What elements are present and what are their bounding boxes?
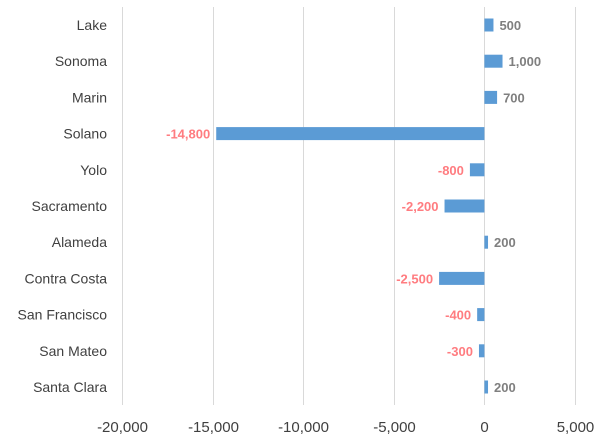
bar (484, 54, 503, 68)
category-label: San Mateo (39, 343, 107, 359)
bar (444, 199, 485, 213)
category-label: San Francisco (18, 307, 108, 323)
bar (478, 344, 485, 358)
category-label: Marin (72, 89, 107, 105)
category-label: Yolo (80, 162, 107, 178)
bar (484, 18, 494, 32)
bar (484, 380, 489, 394)
bar (484, 235, 489, 249)
bar (439, 271, 485, 285)
category-labels: Lake Sonoma Marin Solano Yolo Sacramento Alame… (18, 17, 108, 395)
category-label: Santa Clara (33, 379, 107, 395)
data-label: 200 (494, 380, 516, 395)
data-labels: 500 1,000 700 -14,800 -800 -2,200 200 -2,500 -40… (166, 18, 541, 395)
category-label: Sacramento (32, 198, 108, 214)
x-tick-label: -20,000 (97, 419, 148, 436)
data-label: -300 (447, 344, 473, 359)
x-tick-label: -10,000 (278, 419, 329, 436)
bar (477, 308, 485, 322)
category-label: Contra Costa (25, 270, 108, 286)
data-label: 200 (494, 235, 516, 250)
category-label: Lake (77, 17, 108, 33)
x-tick-label: 0 (480, 419, 488, 436)
data-label: 500 (499, 18, 521, 33)
x-tick-label: 5,000 (557, 419, 595, 436)
x-tick-label: -5,000 (373, 419, 416, 436)
x-tick-label: -15,000 (188, 419, 239, 436)
data-label: -400 (445, 308, 471, 323)
category-label: Alameda (52, 234, 107, 250)
data-label: -2,500 (396, 271, 433, 286)
data-label: -2,200 (402, 199, 439, 214)
bars (216, 18, 503, 394)
data-label: -14,800 (166, 127, 210, 142)
bar (484, 90, 498, 104)
bar (216, 127, 485, 141)
bar (469, 163, 485, 177)
data-label: -800 (438, 163, 464, 178)
data-label: 700 (503, 90, 525, 105)
category-label: Solano (63, 126, 107, 142)
data-label: 1,000 (509, 54, 542, 69)
gridlines (122, 7, 576, 405)
category-label: Sonoma (55, 53, 107, 69)
x-axis-tick-labels: -20,000 -15,000 -10,000 -5,000 0 5,000 (97, 419, 594, 436)
